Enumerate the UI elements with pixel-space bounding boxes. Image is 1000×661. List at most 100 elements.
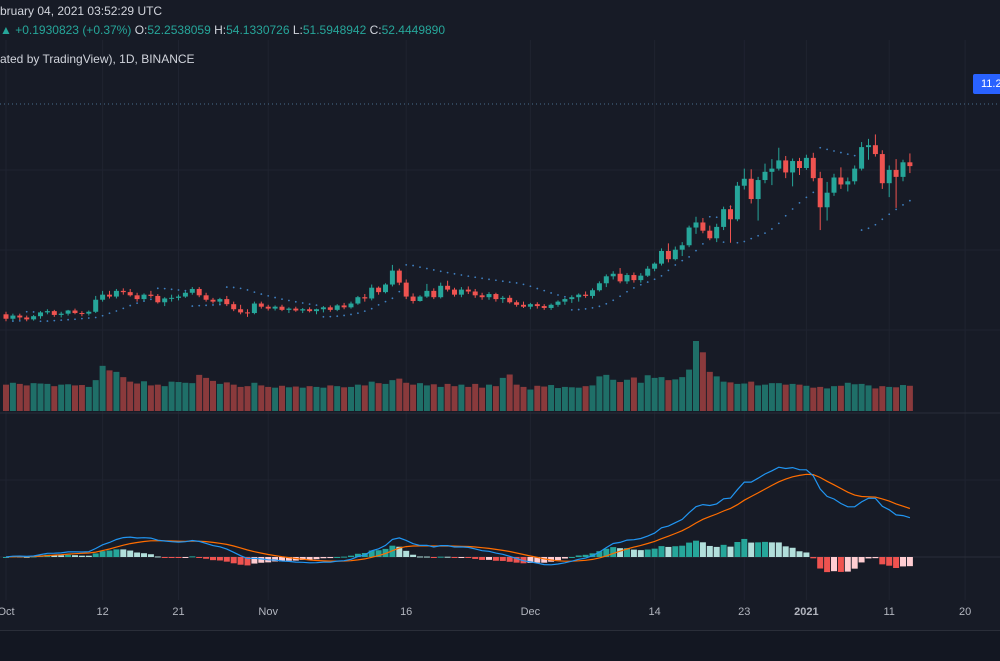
candle-body bbox=[127, 292, 133, 296]
histogram-bar bbox=[396, 546, 403, 557]
candle-body bbox=[79, 313, 85, 315]
histogram-bar bbox=[85, 555, 92, 557]
candle-body bbox=[700, 222, 706, 231]
volume-bar bbox=[472, 383, 479, 411]
sar-dot bbox=[667, 269, 670, 272]
sar-dot bbox=[253, 291, 256, 293]
candle-body bbox=[217, 299, 223, 302]
candle-body bbox=[334, 305, 340, 310]
volume-bar bbox=[796, 384, 803, 411]
signal-line bbox=[5, 473, 911, 562]
histogram-bar bbox=[672, 546, 679, 557]
volume-bar bbox=[713, 376, 720, 411]
volume-bar bbox=[837, 385, 844, 411]
sar-dot bbox=[391, 297, 394, 300]
candle-body bbox=[659, 250, 664, 264]
x-tick-label: 23 bbox=[738, 606, 750, 618]
volume-bar bbox=[237, 386, 244, 411]
source-text: ated by TradingView), 1D, BINANCE bbox=[0, 52, 195, 66]
histogram-bar bbox=[803, 552, 810, 557]
change-arrow-icon: ▲ bbox=[0, 23, 12, 37]
volume-bar bbox=[720, 381, 727, 411]
histogram-bar bbox=[568, 556, 575, 558]
volume-bar bbox=[561, 386, 568, 411]
candle-body bbox=[465, 289, 471, 292]
histogram-bar bbox=[624, 548, 630, 557]
candle-body bbox=[182, 292, 188, 297]
sar-dot bbox=[902, 204, 904, 206]
sar-dot bbox=[529, 285, 532, 288]
histogram-bar bbox=[341, 556, 348, 558]
sar-dot bbox=[150, 298, 152, 301]
sar-dot bbox=[812, 191, 815, 194]
volume-series bbox=[3, 341, 913, 411]
sar-dot bbox=[315, 304, 318, 307]
sar-dot bbox=[805, 196, 808, 199]
candle-body bbox=[376, 287, 382, 293]
volume-bar bbox=[534, 385, 541, 411]
candle-body bbox=[479, 295, 485, 298]
volume-bar bbox=[458, 384, 465, 411]
volume-bar bbox=[492, 386, 499, 411]
candle-body bbox=[51, 311, 57, 315]
histogram-bar bbox=[561, 557, 568, 559]
sar-dot bbox=[191, 305, 194, 307]
candle-body bbox=[514, 302, 520, 305]
histogram-bar bbox=[555, 557, 561, 561]
histogram-bar bbox=[465, 557, 472, 558]
volume-bar bbox=[610, 379, 617, 411]
volume-bar bbox=[410, 384, 417, 411]
histogram-bar bbox=[693, 540, 699, 557]
volume-bar bbox=[251, 382, 258, 411]
histogram-bar bbox=[513, 557, 520, 563]
candle-body bbox=[100, 294, 106, 300]
sar-dot bbox=[826, 148, 828, 151]
candle-body bbox=[576, 294, 582, 298]
candle-body bbox=[590, 290, 595, 296]
candle-body bbox=[548, 304, 554, 308]
sar-dot bbox=[881, 218, 884, 221]
histogram-bar bbox=[637, 550, 644, 557]
candle-body bbox=[610, 273, 616, 277]
sar-dot bbox=[18, 319, 21, 322]
change-value: +0.1930823 bbox=[15, 23, 79, 37]
volume-bar bbox=[437, 386, 444, 411]
volume-bar bbox=[44, 383, 51, 411]
sar-dot bbox=[246, 289, 249, 291]
histogram-bar bbox=[306, 557, 313, 560]
histogram-bar bbox=[251, 557, 258, 564]
candle-body bbox=[707, 230, 713, 239]
candle-body bbox=[86, 311, 92, 314]
sar-dot bbox=[81, 317, 83, 320]
candle-body bbox=[790, 161, 796, 173]
volume-bar bbox=[368, 381, 375, 411]
volume-bar bbox=[106, 370, 113, 411]
histogram-bar bbox=[375, 550, 382, 557]
histogram-bar bbox=[189, 556, 196, 558]
sar-dot bbox=[674, 264, 677, 266]
candle-body bbox=[258, 303, 264, 307]
sar-dot bbox=[798, 201, 801, 204]
histogram-bar bbox=[541, 557, 548, 563]
sar-dot bbox=[177, 289, 180, 291]
histogram-bar bbox=[789, 547, 796, 557]
histogram-bar bbox=[78, 555, 85, 557]
histogram-bar bbox=[596, 551, 603, 557]
histogram-bar bbox=[437, 556, 444, 558]
histogram-bar bbox=[23, 556, 30, 558]
candle-body bbox=[210, 299, 216, 302]
candle-body bbox=[265, 306, 271, 309]
volume-bar bbox=[51, 386, 58, 411]
sar-dot bbox=[453, 272, 456, 275]
sar-dot bbox=[301, 302, 304, 304]
candle-body bbox=[251, 303, 257, 314]
sar-dot bbox=[426, 267, 428, 270]
volume-bar bbox=[78, 385, 85, 411]
candle-body bbox=[665, 250, 671, 260]
price-tag: 11.2 bbox=[973, 74, 1000, 94]
candle-body bbox=[631, 275, 637, 281]
candle-body bbox=[797, 161, 802, 168]
histogram-bar bbox=[92, 553, 99, 557]
candle-body bbox=[458, 289, 464, 295]
